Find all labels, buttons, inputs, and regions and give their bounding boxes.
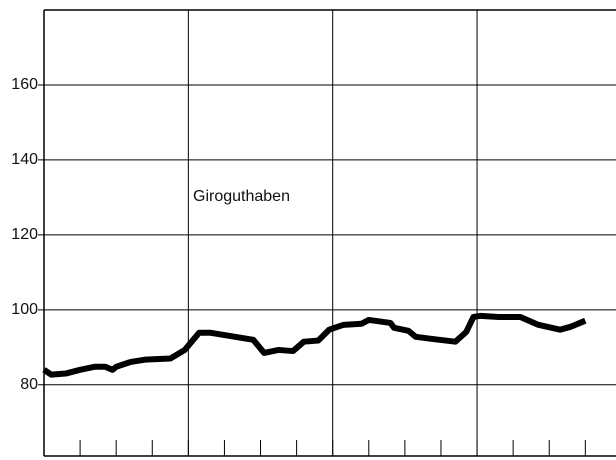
y-tick-label: 120 bbox=[11, 226, 38, 243]
annotation: Giroguthaben bbox=[193, 188, 290, 205]
y-tick-label: 140 bbox=[11, 151, 38, 168]
y-tick-label: 100 bbox=[11, 301, 38, 318]
y-tick-label: 160 bbox=[11, 76, 38, 93]
data-line bbox=[42, 312, 587, 378]
y-tick-label: 80 bbox=[20, 376, 38, 393]
